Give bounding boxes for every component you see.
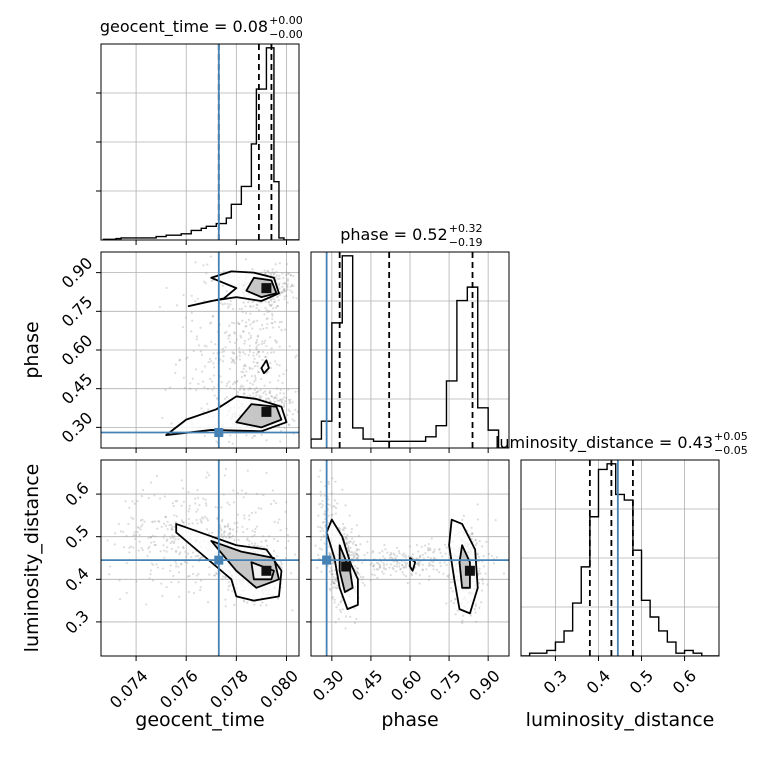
- contour-line: [245, 276, 278, 299]
- x-tick-label: 0.076: [156, 666, 202, 712]
- panel-frame: [100, 459, 300, 657]
- y-tick-label: 0.5: [61, 521, 92, 552]
- histogram-title-phase: phase = 0.52: [340, 225, 447, 244]
- contour-line: [165, 395, 288, 437]
- x-tick-label: 0.078: [206, 666, 252, 712]
- y-tick-label: 0.30: [58, 408, 97, 447]
- y-tick-label: 0.45: [58, 369, 97, 408]
- truth-marker: [214, 555, 224, 565]
- contour-line: [260, 359, 270, 375]
- histogram-panel-phase: phase = 0.52 +0.32−0.19: [310, 222, 510, 453]
- y-tick-label: 0.6: [61, 478, 92, 509]
- x-axis-label-luminosity_distance: luminosity_distance: [526, 709, 715, 731]
- density-peak: [261, 406, 272, 417]
- x-axis-label-geocent_time: geocent_time: [135, 709, 264, 731]
- contour-line: [210, 540, 280, 589]
- x-axis-label-phase: phase: [381, 709, 438, 731]
- x-tick-label: 0.30: [309, 666, 348, 705]
- y-axis-label-luminosity_distance: luminosity_distance: [21, 464, 43, 653]
- contour-line: [448, 518, 479, 615]
- title-minus-luminosity_distance: −0.05: [714, 444, 748, 457]
- x-tick-label: 0.60: [387, 666, 426, 705]
- density-fill: [459, 545, 470, 588]
- histogram-bars: [102, 47, 299, 240]
- y-tick-label: 0.4: [61, 564, 92, 595]
- truth-marker: [214, 428, 224, 438]
- x-tick-label: 0.074: [106, 666, 152, 712]
- x-tick-label: 0.5: [626, 666, 657, 697]
- scatter-panel-geocent_time-phase: 0.300.450.600.750.90: [58, 251, 300, 453]
- x-tick-label: 0.45: [348, 666, 387, 705]
- histogram-bars: [521, 463, 719, 656]
- scatter-panel-geocent_time-luminosity_distance: 0.3 0.4 0.5 0.6: [61, 459, 300, 661]
- x-tick-label: 0.080: [256, 666, 302, 712]
- sample-points: [158, 255, 299, 445]
- y-tick-label: 0.90: [58, 253, 97, 292]
- contour-line: [325, 518, 359, 611]
- title-plus-phase: +0.32: [449, 222, 483, 235]
- density-peak: [261, 283, 272, 294]
- density-peak: [464, 565, 475, 576]
- x-tick-label: 0.4: [583, 666, 614, 697]
- scatter-panel-phase-luminosity_distance: [306, 459, 510, 661]
- density-peak: [341, 561, 352, 572]
- x-tick-label: 0.75: [426, 666, 465, 705]
- title-minus-geocent_time: −0.00: [269, 28, 303, 41]
- histogram-title-luminosity_distance: luminosity_distance = 0.43: [495, 433, 713, 453]
- y-tick-label: 0.75: [58, 292, 97, 331]
- title-plus-luminosity_distance: +0.05: [714, 430, 748, 443]
- y-axis-label-phase: phase: [21, 321, 43, 378]
- panel-frame: [520, 459, 720, 657]
- title-minus-phase: −0.19: [449, 236, 483, 249]
- contour-line: [187, 270, 280, 308]
- histogram-panel-geocent_time: geocent_time = 0.08 +0.00−0.00: [96, 14, 303, 245]
- contour-line: [235, 403, 283, 429]
- y-tick-label: 0.3: [61, 606, 92, 637]
- histogram-panel-luminosity_distance: luminosity_distance = 0.43 +0.05−0.05: [495, 430, 748, 661]
- x-tick-label: 0.90: [465, 666, 504, 705]
- density-peak: [261, 565, 272, 576]
- x-tick-label: 0.6: [669, 666, 700, 697]
- contour-line: [175, 523, 283, 602]
- x-tick-label: 0.3: [540, 666, 571, 697]
- histogram-title-geocent_time: geocent_time = 0.08: [100, 17, 268, 37]
- truth-marker: [322, 555, 332, 565]
- title-plus-geocent_time: +0.00: [269, 14, 303, 27]
- y-tick-label: 0.60: [58, 331, 97, 370]
